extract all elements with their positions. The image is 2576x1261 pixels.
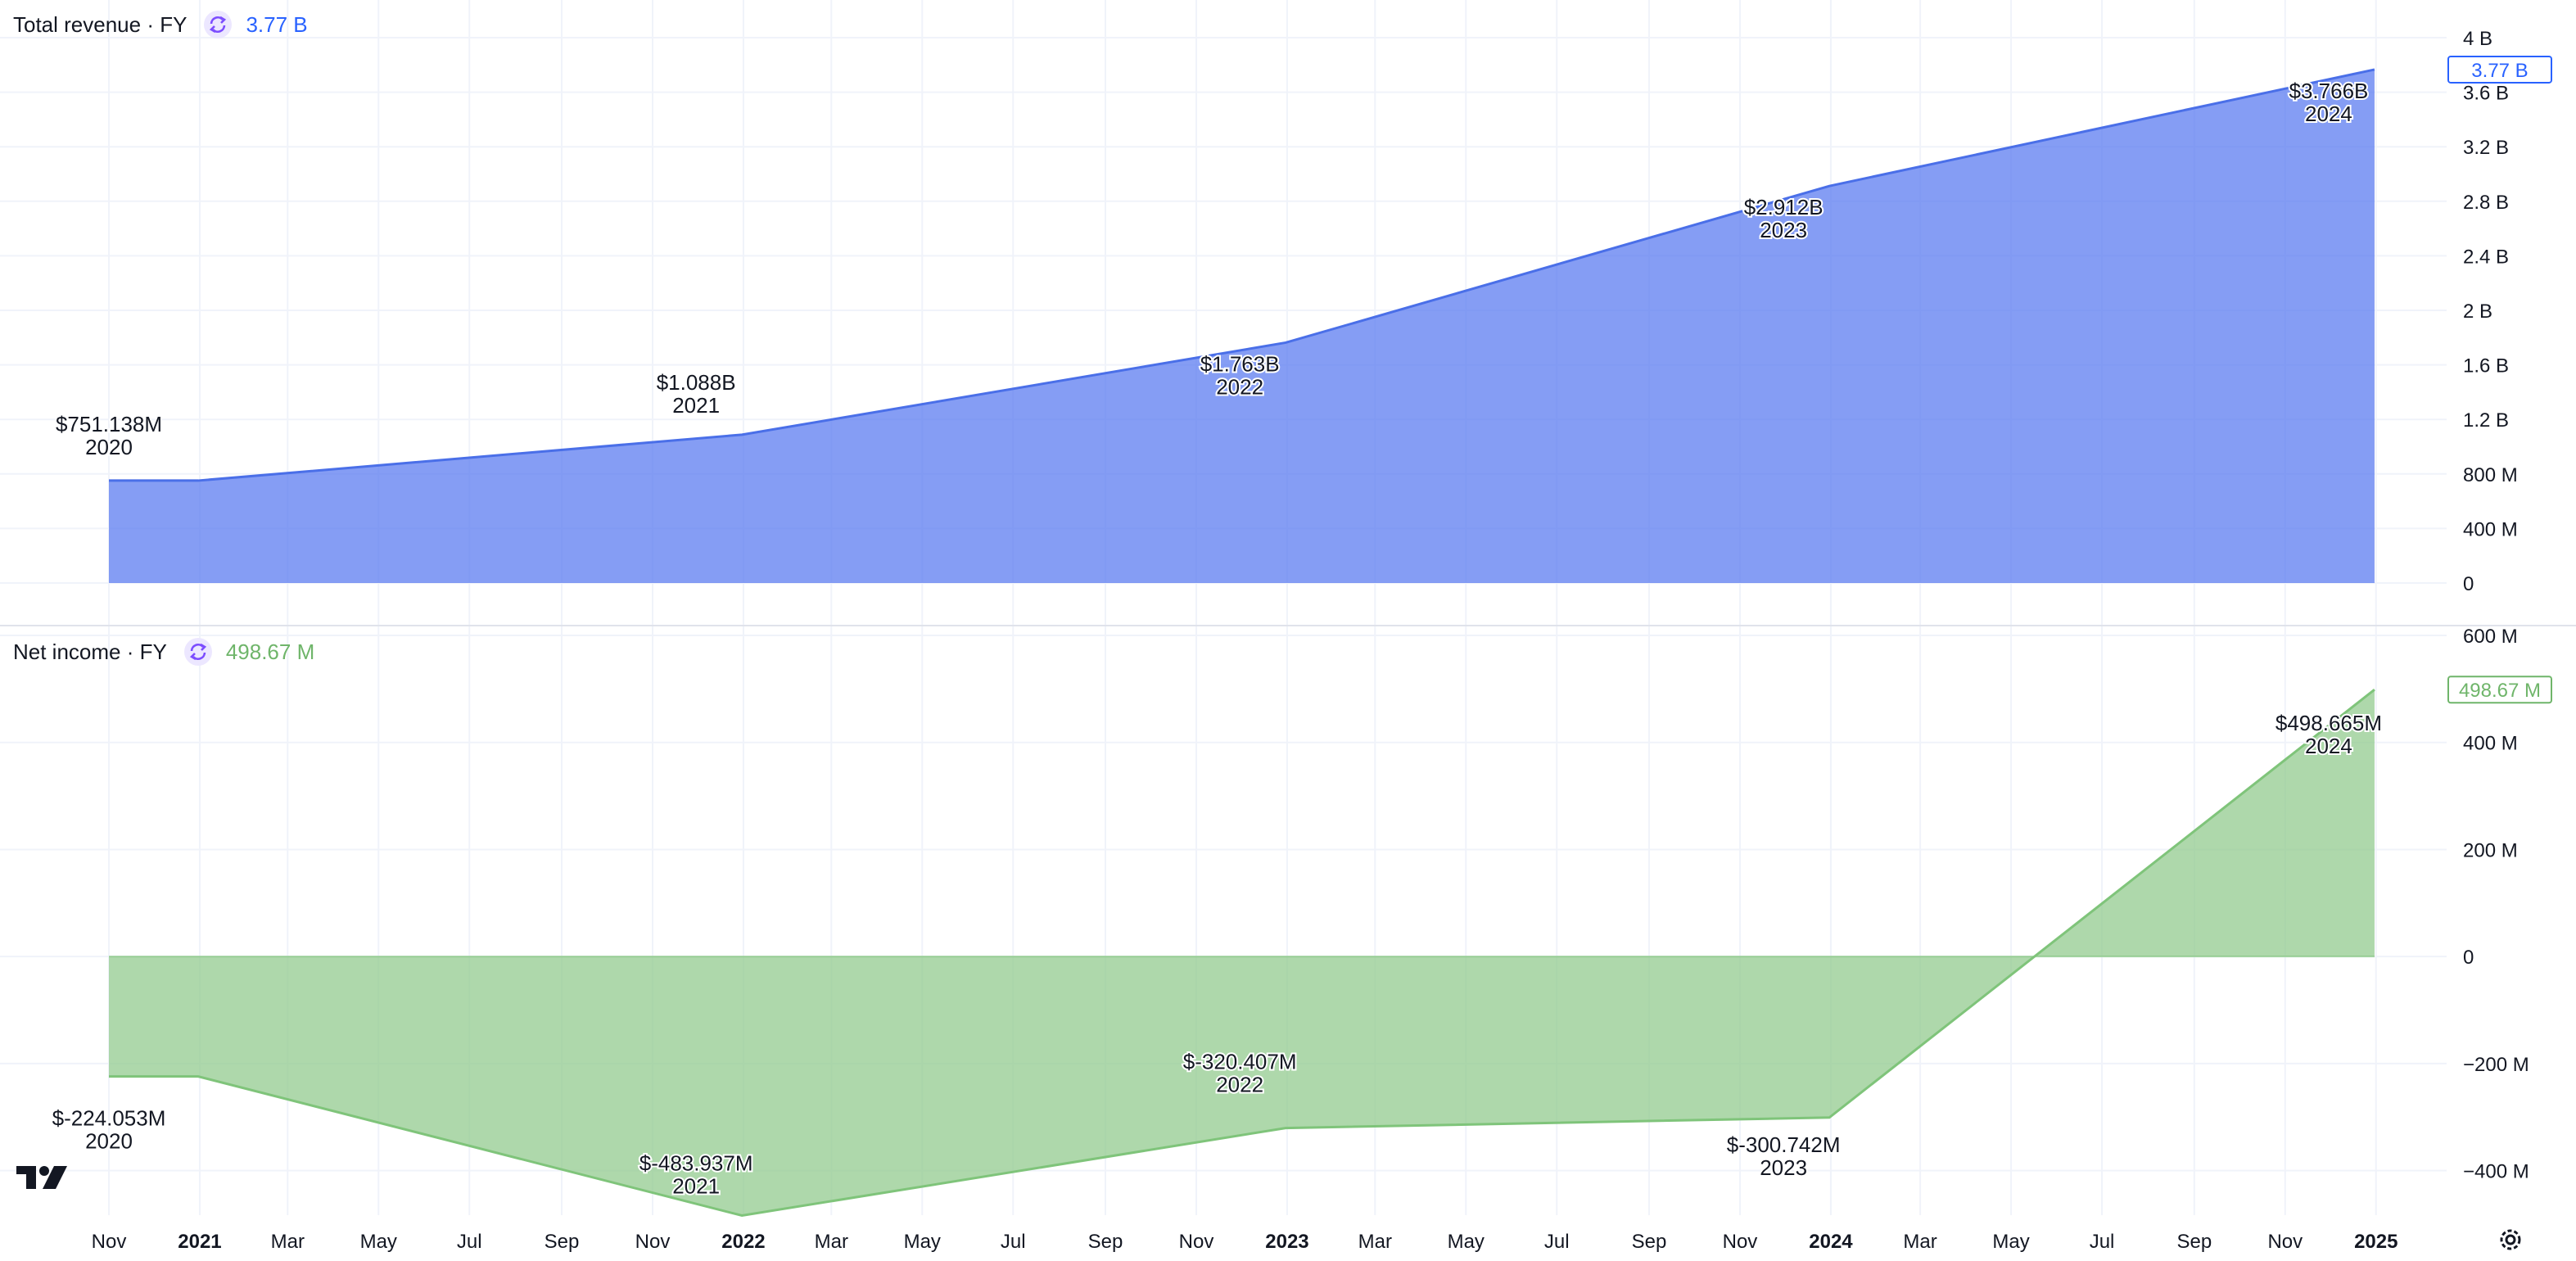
net-income-line	[109, 689, 2375, 1218]
x-tick-label: 2023	[1265, 1231, 1308, 1253]
data-label-value: $1.763B	[1200, 351, 1280, 376]
data-label-value: $2.912B	[1744, 195, 1824, 219]
y-tick-label: 400 M	[2463, 518, 2518, 540]
y-tick-label: 4 B	[2463, 28, 2492, 50]
y-tick-label: −200 M	[2463, 1054, 2529, 1076]
data-label-value: $-483.937M	[639, 1151, 753, 1176]
data-label-year: 2022	[1216, 374, 1263, 399]
badge-box	[2447, 55, 2552, 84]
x-tick-label: Sep	[1088, 1231, 1123, 1253]
net-income-last-value: 498.67 M	[225, 639, 315, 664]
revenue-last-value: 3.77 B	[246, 11, 308, 37]
data-labels-layer: $751.138M2020$1.088B2021$1.763B2022$2.91…	[51, 77, 2384, 1200]
net-income-area	[109, 689, 2375, 1216]
data-label-year: 2020	[85, 1129, 133, 1154]
y-tick-label: −400 M	[2463, 1161, 2529, 1183]
data-label-year: 2023	[1760, 1155, 1807, 1180]
revenue-area	[109, 69, 2375, 583]
data-label-year: 2022	[1216, 1073, 1263, 1097]
x-tick-label: Nov	[1179, 1231, 1214, 1253]
time-axis[interactable]: Nov 2021 Mar May Jul Sep Nov 2022 Mar May Jul Sep No…	[92, 1231, 2398, 1253]
data-label-value: $3.766B	[2289, 79, 2369, 103]
data-label-value: $-320.407M	[1183, 1050, 1297, 1074]
price-axis[interactable]: 0 400 M 800 M 1.2 B 1.6 B 2 B 2.4 B 2.8 B 3.2 B 3…	[2447, 28, 2552, 1183]
x-tick-label: Mar	[1903, 1231, 1937, 1253]
data-label-value: $751.138M	[56, 412, 162, 436]
x-tick-label: May	[360, 1231, 397, 1253]
x-tick-label: Nov	[635, 1231, 671, 1253]
y-tick-label: 0	[2463, 573, 2474, 595]
net-income-last-value-badge: 498.67 M	[2447, 676, 2552, 704]
x-tick-label: Jul	[1544, 1231, 1570, 1253]
net-income-title: Net income · FY	[13, 639, 167, 664]
y-tick-label: 3.2 B	[2463, 137, 2509, 159]
x-tick-label: Jul	[457, 1231, 482, 1253]
x-tick-label: Jul	[2090, 1231, 2115, 1253]
data-label-year: 2023	[1760, 218, 1807, 242]
data-label-year: 2021	[672, 1174, 720, 1199]
revenue-last-value-badge: 3.77 B	[2447, 55, 2552, 84]
y-tick-label: 2.8 B	[2463, 192, 2509, 214]
x-tick-label: May	[1448, 1231, 1485, 1253]
settings-gear-icon[interactable]	[2500, 1229, 2521, 1250]
x-tick-label: May	[1992, 1231, 2029, 1253]
x-tick-label: May	[904, 1231, 941, 1253]
refresh-icon[interactable]	[203, 10, 233, 39]
y-tick-label: 800 M	[2463, 464, 2518, 486]
badge-text: 498.67 M	[2459, 680, 2541, 702]
x-tick-label: Nov	[1723, 1231, 1758, 1253]
data-label-year: 2024	[2305, 102, 2352, 126]
revenue-legend[interactable]: Total revenue · FY 3.77 B	[13, 10, 308, 39]
x-tick-label: Mar	[271, 1231, 305, 1253]
data-label-year: 2024	[2305, 734, 2352, 758]
y-tick-label: 1.6 B	[2463, 355, 2509, 377]
data-label-value: $-300.742M	[1727, 1132, 1841, 1157]
data-label-year: 2020	[85, 435, 133, 459]
x-tick-label: 2024	[1809, 1231, 1853, 1253]
revenue-line	[109, 68, 2375, 482]
y-tick-label: 600 M	[2463, 626, 2518, 648]
badge-text: 3.77 B	[2471, 60, 2528, 82]
badge-box	[2447, 676, 2552, 704]
x-tick-label: Sep	[1632, 1231, 1667, 1253]
data-label-value: $1.088B	[657, 370, 736, 395]
x-tick-label: 2025	[2354, 1231, 2397, 1253]
y-tick-label: 2 B	[2463, 301, 2492, 323]
y-tick-label: 200 M	[2463, 839, 2518, 861]
x-tick-label: Sep	[545, 1231, 580, 1253]
y-tick-label: 2.4 B	[2463, 246, 2509, 268]
x-tick-label: Nov	[92, 1231, 127, 1253]
x-tick-label: 2021	[178, 1231, 221, 1253]
y-tick-label: 0	[2463, 947, 2474, 969]
tradingview-logo[interactable]	[16, 1166, 67, 1189]
y-tick-label: 1.2 B	[2463, 409, 2509, 432]
revenue-title: Total revenue · FY	[13, 11, 188, 37]
x-tick-label: 2022	[721, 1231, 765, 1253]
x-tick-label: Mar	[815, 1231, 848, 1253]
data-label-year: 2021	[672, 393, 720, 418]
net-income-legend[interactable]: Net income · FY 498.67 M	[13, 637, 314, 667]
net-income-series	[109, 689, 2375, 1218]
x-tick-label: Sep	[2176, 1231, 2212, 1253]
x-tick-label: Nov	[2267, 1231, 2303, 1253]
y-tick-label: 400 M	[2463, 733, 2518, 755]
data-label-value: $498.665M	[2275, 711, 2382, 735]
x-tick-label: Jul	[1001, 1231, 1026, 1253]
y-tick-label: 3.6 B	[2463, 83, 2509, 105]
x-tick-label: Mar	[1358, 1231, 1392, 1253]
data-label-value: $-224.053M	[52, 1106, 166, 1131]
revenue-series	[109, 68, 2375, 583]
refresh-icon[interactable]	[183, 637, 213, 667]
